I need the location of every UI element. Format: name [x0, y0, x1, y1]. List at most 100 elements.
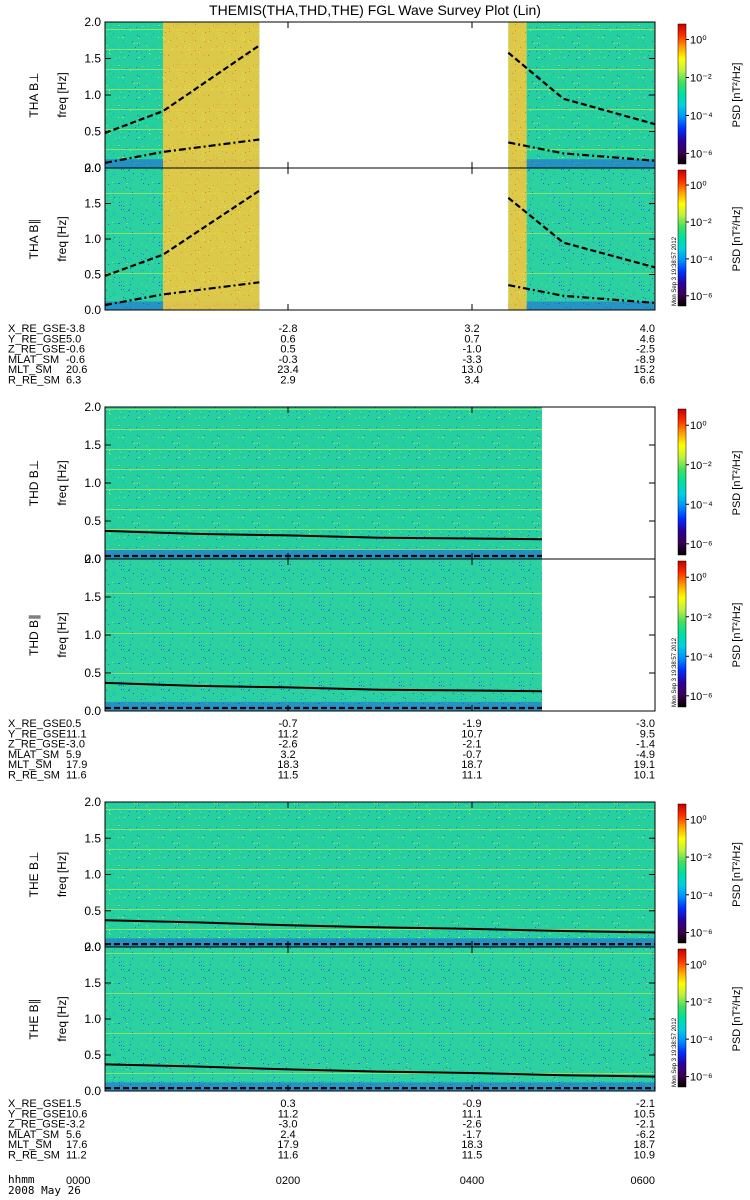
- orbit-value: 2.9: [280, 375, 295, 387]
- colorbar-tick-label: 10⁻⁶: [690, 1072, 713, 1084]
- orbit-value: -2.6: [463, 1119, 482, 1131]
- frequency-trace-solid: [104, 1063, 656, 1078]
- colorbar-tick-label: 10⁻⁴: [690, 254, 713, 266]
- orbit-row-label: MLT_SM: [8, 364, 52, 376]
- y-tick-label: 1.5: [84, 831, 101, 845]
- orbit-value: -3.2: [66, 1119, 85, 1131]
- y-axis-label: freq [Hz]: [55, 460, 69, 505]
- orbit-row-label: R_RE_SM: [8, 770, 60, 782]
- orbit-row-label: X_RE_GSE: [8, 1098, 66, 1110]
- orbit-value: 11.5: [462, 1150, 483, 1162]
- y-tick-label: 2.0: [84, 552, 101, 566]
- time-tick-label: 0200: [276, 1175, 300, 1187]
- orbit-row-label: Y_RE_GSE: [8, 1108, 66, 1120]
- orbit-value: 11.1: [462, 770, 483, 782]
- colorbar-label: PSD [nT²/Hz]: [731, 987, 743, 1052]
- orbit-value: 10.1: [634, 770, 655, 782]
- orbit-value: -3.3: [463, 354, 482, 366]
- date-label: 2008 May 26: [8, 1184, 81, 1197]
- panel-title: THA B∥: [27, 219, 41, 260]
- colorbar-tick-label: 10⁰: [690, 959, 707, 971]
- orbit-value: 0.7: [464, 333, 479, 345]
- orbit-value: 0.3: [280, 1098, 295, 1110]
- colorbar: [677, 948, 687, 1088]
- colorbar-label: PSD [nT²/Hz]: [731, 207, 743, 272]
- panel-title: THD B∥: [27, 614, 41, 656]
- orbit-value: 5.6: [66, 1129, 81, 1141]
- orbit-value: 18.7: [634, 1139, 655, 1151]
- orbit-value: -2.1: [463, 739, 482, 751]
- orbit-value: 10.5: [634, 1108, 655, 1120]
- orbit-value: 11.5: [278, 770, 299, 782]
- y-tick-label: 1.5: [84, 590, 101, 604]
- orbit-row-label: X_RE_GSE: [8, 718, 66, 730]
- frequency-trace-dashed: [507, 51, 656, 126]
- colorbar-tick-label: 10⁻⁶: [690, 148, 713, 160]
- low-frequency-band: [105, 549, 542, 559]
- orbit-value: 10.9: [634, 1150, 655, 1162]
- y-tick-label: 1.5: [84, 976, 101, 990]
- spectrogram-data-region: [508, 22, 655, 168]
- orbit-value: -3.0: [636, 718, 655, 730]
- orbit-value: -2.1: [636, 1098, 655, 1110]
- frequency-trace-dashed: [104, 44, 260, 135]
- y-tick-label: 0.5: [84, 125, 101, 139]
- orbit-value: 11.6: [278, 1150, 299, 1162]
- spectrogram-data-region: [105, 947, 655, 1091]
- panel-tha-bpar: 0.0 0.5 1.0 1.5 2.0 THA B∥ freq [Hz] 10⁰ 10⁻² 10⁻…: [27, 161, 743, 317]
- low-frequency-band: [105, 1082, 655, 1091]
- orbit-table-thd: X_RE_GSE 0.5 -0.7 -1.9 -3.0Y_RE_GSE 11.1 11.2 1…: [8, 718, 655, 782]
- y-tick-label: 0.5: [84, 514, 101, 528]
- panel-the-bperp: 0.0 0.5 1.0 1.5 2.0 THE B⊥ freq [Hz] 10⁰ 10⁻² 10⁻…: [27, 795, 743, 954]
- panel-title: THA B⊥: [27, 72, 41, 117]
- frequency-trace-dash-dot: [508, 284, 656, 304]
- colorbar-tick-label: 10⁻²: [690, 72, 712, 84]
- orbit-row-label: Z_RE_GSE: [8, 739, 65, 751]
- colorbar-tick-label: 10⁻⁴: [690, 651, 713, 663]
- colorbar-label: PSD [nT²/Hz]: [731, 63, 743, 128]
- orbit-value: 10.6: [66, 1108, 87, 1120]
- low-frequency-band: [508, 301, 655, 310]
- orbit-value: -2.6: [279, 739, 298, 751]
- orbit-value: 11.2: [66, 1150, 87, 1162]
- orbit-value: -3.0: [279, 1119, 298, 1131]
- frequency-trace-solid: [104, 919, 656, 934]
- y-tick-label: 0.0: [84, 303, 101, 317]
- y-axis-label: freq [Hz]: [55, 612, 69, 657]
- probe-the: 0.0 0.5 1.0 1.5 2.0 THE B⊥ freq [Hz] 10⁰ 10⁻² 10⁻…: [8, 795, 743, 1162]
- frequency-trace-solid: [104, 529, 542, 541]
- orbit-value: 11.1: [66, 728, 87, 740]
- colorbar-tick-label: 10⁻⁴: [690, 499, 713, 511]
- spectrogram-bright-band: [163, 168, 260, 310]
- panel-title: THD B⊥: [27, 460, 41, 506]
- probe-tha: 0.0 0.5 1.0 1.5 2.0 THA B⊥ freq [Hz] 10⁰ 10⁻² 10⁻…: [8, 15, 743, 387]
- time-row-label: hhmm: [8, 1173, 35, 1186]
- y-tick-label: 0.5: [84, 268, 101, 282]
- orbit-value: 5.9: [66, 749, 81, 761]
- generation-stamp: Mon Sep 3 19:38:57 2012: [672, 1017, 678, 1087]
- orbit-value: -1.4: [636, 739, 655, 751]
- orbit-value: 20.6: [66, 364, 87, 376]
- orbit-value: -0.7: [463, 749, 482, 761]
- orbit-value: 2.4: [280, 1129, 295, 1141]
- orbit-row-label: Y_RE_GSE: [8, 333, 66, 345]
- orbit-row-label: R_RE_SM: [8, 375, 60, 387]
- spectrogram-bright-band: [163, 22, 260, 168]
- orbit-value: -1.9: [463, 718, 482, 730]
- colorbar-tick-label: 10⁻⁴: [690, 110, 713, 122]
- orbit-value: 3.2: [280, 749, 295, 761]
- orbit-value: -0.3: [279, 354, 298, 366]
- y-tick-label: 1.0: [84, 628, 101, 642]
- colorbar-label: PSD [nT²/Hz]: [731, 603, 743, 668]
- orbit-value: 0.5: [66, 718, 81, 730]
- colorbar-tick-label: 10⁰: [690, 814, 707, 826]
- spectrogram-bright-band: [508, 168, 527, 310]
- colorbar: [677, 803, 687, 944]
- orbit-row-label: MLAT_SM: [8, 1129, 59, 1141]
- orbit-table-the: X_RE_GSE 1.5 0.3 -0.9 -2.1 Y_RE_GSE 10.6 11.2 11…: [8, 1098, 655, 1162]
- y-tick-label: 1.0: [84, 88, 101, 102]
- colorbar: [677, 560, 687, 708]
- orbit-value: 11.2: [278, 1108, 299, 1120]
- orbit-value: 6.3: [66, 375, 81, 387]
- orbit-row-label: R_RE_SM: [8, 1150, 60, 1162]
